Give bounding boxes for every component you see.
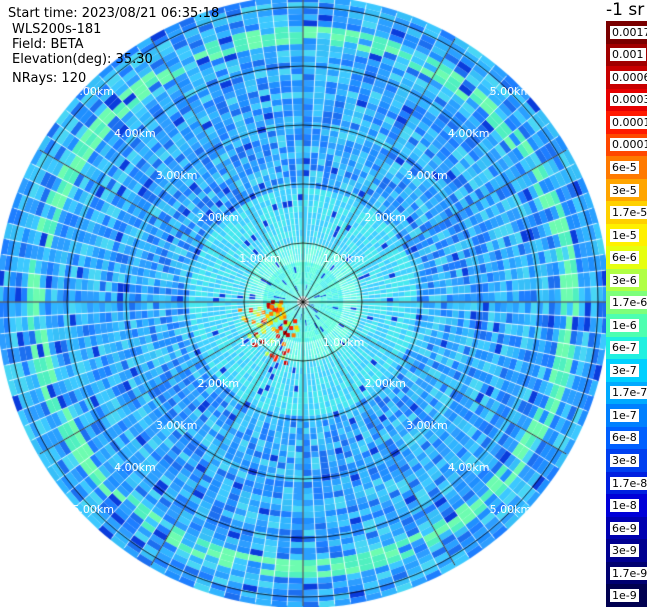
range-ring-label: 3.00km: [406, 419, 448, 433]
colorbar-tick-label: 1.7e-7: [610, 386, 647, 400]
colorbar-tick-label: 0.0017: [610, 25, 647, 39]
colorbar: 0.0017 0.001 0.0006 0.0003 0.00017 0.0001 6e-5…: [606, 21, 647, 607]
range-ring-label: 5.00km: [72, 502, 114, 516]
range-ring-label: 1.00km: [239, 335, 281, 349]
range-ring-label: 2.00km: [197, 210, 240, 224]
nrays-label: NRays: 120: [12, 71, 87, 86]
colorbar-tick-label: 0.00017: [610, 115, 647, 129]
colorbar-unit-title: -1 sr: [606, 0, 645, 20]
colorbar-tick-label: 3e-7: [610, 363, 639, 377]
colorbar-tick-label: 1e-9: [610, 589, 639, 603]
range-ring-label: 1.00km: [239, 252, 281, 266]
colorbar-tick-label: 1.7e-6: [610, 296, 647, 310]
field-label: Field: BETA: [12, 37, 84, 52]
colorbar-tick-label: 1.7e-8: [610, 476, 647, 490]
colorbar-tick-label: 6e-5: [610, 161, 639, 174]
colorbar-tick-label: 1e-5: [610, 228, 639, 242]
range-ring-label: 3.00km: [406, 168, 448, 182]
colorbar-tick-label: 1e-7: [610, 408, 639, 422]
range-ring-label: 1.00km: [322, 252, 365, 266]
range-ring-label: 4.00km: [114, 127, 156, 141]
colorbar-tick-label: 3e-8: [610, 454, 639, 467]
start-time-label: Start time: 2023/08/21 06:35:18: [8, 6, 220, 21]
elevation-label: Elevation(deg): 35.30: [12, 52, 153, 67]
colorbar-tick-label: 1.7e-9: [610, 566, 647, 580]
colorbar-tick-label: 0.0001: [610, 138, 647, 152]
range-ring-label: 4.00km: [114, 460, 156, 474]
range-ring-label: 2.00km: [364, 377, 407, 391]
radar-ppi-plot: [0, 0, 606, 607]
colorbar-tick-label: 0.0006: [610, 70, 647, 84]
colorbar-tick-label: 6e-8: [610, 431, 639, 445]
range-ring-label: 5.00km: [72, 85, 114, 99]
colorbar-tick-label: 1e-8: [610, 499, 639, 513]
colorbar-tick-label: 0.001: [610, 48, 646, 62]
colorbar-tick-label: 0.0003: [610, 93, 647, 107]
range-ring-label: 1.00km: [322, 335, 365, 349]
instrument-label: WLS200s-181: [12, 22, 102, 37]
colorbar-tick-label: 3e-9: [610, 544, 639, 558]
range-ring-label: 5.00km: [489, 85, 532, 99]
colorbar-tick-label: 1e-6: [610, 318, 639, 332]
range-ring-label: 3.00km: [155, 419, 198, 433]
range-ring-label: 4.00km: [447, 460, 490, 474]
range-ring-label: 4.00km: [447, 127, 490, 141]
colorbar-tick-label: 3e-6: [610, 273, 639, 287]
colorbar-tick-label: 6e-9: [610, 521, 639, 535]
colorbar-tick-label: 6e-7: [610, 341, 639, 355]
colorbar-tick-label: 1.7e-5: [610, 206, 647, 220]
colorbar-tick-label: 6e-6: [610, 251, 639, 265]
colorbar-tick-label: 3e-5: [610, 183, 639, 197]
range-ring-label: 3.00km: [155, 168, 198, 182]
range-ring-label: 2.00km: [197, 377, 240, 391]
range-ring-label: 2.00km: [364, 210, 407, 224]
range-ring-label: 5.00km: [489, 502, 532, 516]
